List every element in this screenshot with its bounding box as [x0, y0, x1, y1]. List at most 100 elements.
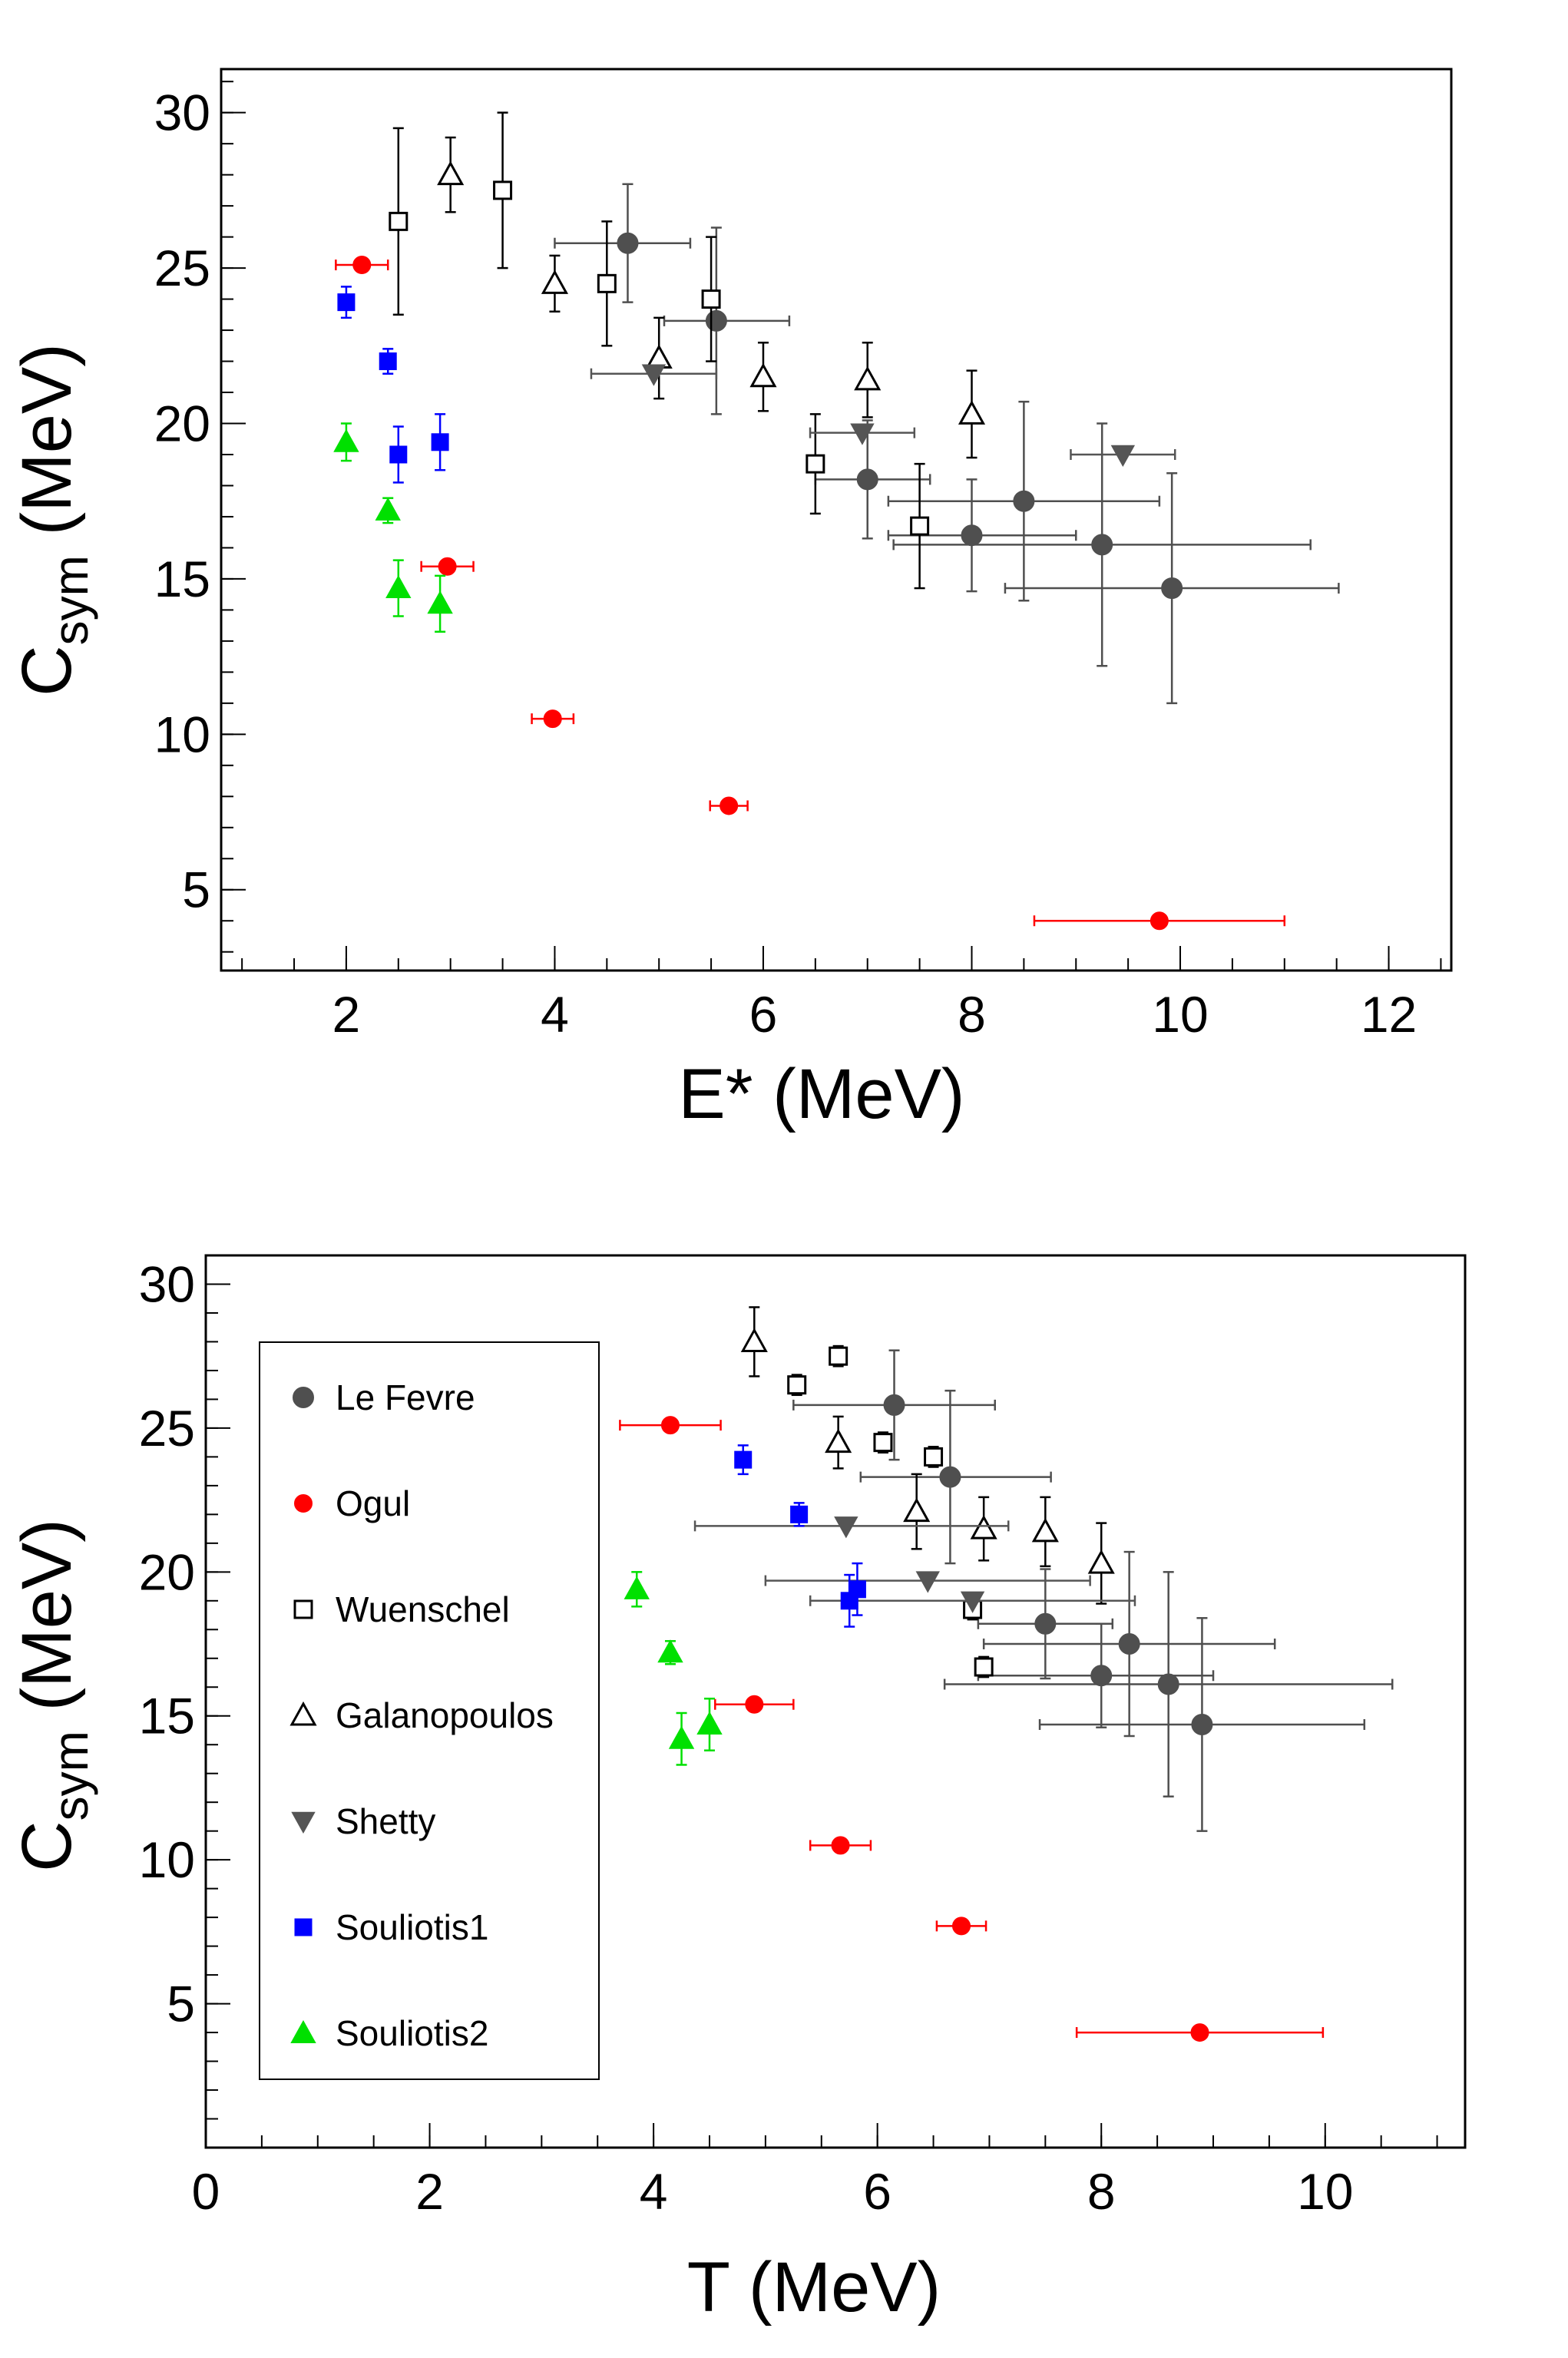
- bottom-plot-frame: [204, 1254, 1467, 2149]
- top-point-le-fevre: [1013, 490, 1035, 512]
- bottom-x-tick-label: 0: [192, 2163, 220, 2220]
- top-point-galanopoulos: [854, 365, 882, 391]
- legend-marker-wuenschel: [293, 1599, 313, 1619]
- legend-marker-souliotis2: [290, 2019, 316, 2043]
- top-series-wuenschel: [389, 111, 930, 590]
- legend-markers: [289, 1387, 317, 2043]
- bottom-point-le-fevre: [1090, 1665, 1113, 1687]
- bottom-y-axis-label: Csym (MeV): [8, 1519, 98, 1872]
- bottom-point-wuenschel: [924, 1447, 944, 1467]
- top-point-le-fevre: [1161, 577, 1183, 600]
- top-x-tick-label: 2: [332, 986, 361, 1043]
- bottom-point-souliotis2: [657, 1639, 683, 1663]
- bottom-point-shetty: [960, 1591, 985, 1613]
- top-point-souliotis1: [389, 445, 408, 464]
- bottom-y-tick-label: 20: [139, 1543, 195, 1600]
- bottom-x-tick-label: 6: [863, 2163, 892, 2220]
- bottom-x-axis-label: T (MeV): [687, 2248, 941, 2327]
- bottom-point-galanopoulos: [970, 1515, 997, 1539]
- bottom-series-shetty: [693, 1516, 1136, 1613]
- bottom-point-galanopoulos: [825, 1428, 852, 1453]
- bottom-point-galanopoulos: [903, 1497, 931, 1523]
- top-point-souliotis2: [385, 575, 412, 599]
- bottom-point-wuenschel: [829, 1346, 849, 1366]
- top-y-label-unit: (MeV): [8, 343, 86, 555]
- bottom-point-souliotis2: [668, 1725, 695, 1749]
- top-point-wuenschel: [597, 273, 617, 293]
- top-point-wuenschel: [389, 211, 409, 231]
- top-y-label-main: C: [8, 645, 86, 696]
- top-x-tick-label: 12: [1361, 986, 1417, 1043]
- top-point-le-fevre: [705, 309, 727, 332]
- top-point-souliotis2: [375, 497, 401, 521]
- bottom-y-label-sub: sym: [43, 1731, 98, 1821]
- top-series-shetty: [590, 364, 1176, 468]
- bottom-point-shetty: [834, 1516, 858, 1539]
- bottom-point-le-fevre: [1034, 1612, 1057, 1635]
- top-axes: 2 4 6 8 10 12 5 10 15 20 25 30: [154, 81, 1442, 1043]
- legend-marker-shetty: [291, 1811, 316, 1834]
- top-series-galanopoulos: [437, 136, 986, 459]
- bottom-point-galanopoulos: [1031, 1517, 1059, 1543]
- top-point-souliotis1: [379, 352, 397, 371]
- top-x-tick-label: 6: [749, 986, 778, 1043]
- bottom-point-ogul: [831, 1836, 850, 1855]
- top-point-le-fevre: [617, 232, 639, 254]
- bottom-point-souliotis2: [624, 1576, 650, 1599]
- top-point-shetty: [1110, 445, 1136, 468]
- bottom-series-souliotis2: [624, 1571, 723, 1766]
- top-point-galanopoulos: [437, 160, 465, 186]
- top-point-wuenschel: [806, 454, 825, 474]
- bottom-point-le-fevre: [1118, 1633, 1140, 1655]
- top-series-souliotis2: [333, 422, 453, 633]
- legend-label-shetty: Shetty: [336, 1801, 435, 1841]
- bottom-y-tick-label: 5: [167, 1976, 195, 2032]
- legend-label-wuenschel: Wuenschel: [336, 1589, 510, 1629]
- legend-label-le-fevre: Le Fevre: [336, 1377, 475, 1417]
- top-plot-frame: [220, 68, 1453, 972]
- legend-marker-souliotis1: [294, 1918, 313, 1936]
- bottom-point-shetty: [915, 1571, 940, 1593]
- bottom-point-wuenschel: [787, 1375, 807, 1395]
- top-panel: 2 4 6 8 10 12 5 10 15 20 25 30 E* (MeV) Csym (MeV): [8, 68, 1453, 1133]
- top-plot-data: [333, 111, 1340, 931]
- legend-marker-le-fevre: [293, 1387, 314, 1408]
- bottom-point-ogul: [1190, 2023, 1209, 2042]
- top-y-label-sub: sym: [43, 555, 98, 645]
- top-point-ogul: [1150, 911, 1169, 931]
- bottom-point-souliotis1: [734, 1450, 753, 1469]
- bottom-y-tick-label: 30: [139, 1255, 195, 1312]
- bottom-point-le-fevre: [939, 1466, 961, 1488]
- bottom-x-tick-label: 8: [1087, 2163, 1116, 2220]
- bottom-series-galanopoulos: [740, 1306, 1115, 1605]
- legend-marker-galanopoulos: [289, 1701, 317, 1726]
- top-series-ogul: [335, 256, 1286, 931]
- bottom-x-tick-label: 10: [1297, 2163, 1353, 2220]
- legend: Le Fevre Ogul Wuenschel Galanopoulos She…: [259, 1341, 600, 2080]
- top-point-wuenschel: [701, 289, 721, 309]
- bottom-y-label-main: C: [8, 1821, 86, 1871]
- top-point-le-fevre: [961, 524, 983, 547]
- bottom-point-wuenschel: [873, 1433, 893, 1453]
- bottom-point-ogul: [952, 1916, 971, 1936]
- top-point-le-fevre: [856, 468, 878, 491]
- top-point-souliotis2: [333, 428, 359, 452]
- top-point-wuenschel: [493, 180, 513, 200]
- bottom-point-ogul: [745, 1695, 764, 1714]
- top-y-tick-label: 20: [154, 395, 210, 452]
- legend-label-souliotis2: Souliotis2: [336, 2013, 488, 2053]
- bottom-point-souliotis1: [790, 1505, 809, 1523]
- top-point-ogul: [719, 796, 739, 815]
- bottom-x-tick-label: 4: [640, 2163, 668, 2220]
- bottom-y-tick-label: 25: [139, 1400, 195, 1457]
- bottom-point-galanopoulos: [740, 1328, 768, 1352]
- top-point-le-fevre: [1091, 534, 1113, 556]
- top-series-le-fevre: [554, 183, 1340, 705]
- top-point-souliotis1: [431, 433, 449, 451]
- bottom-point-le-fevre: [1157, 1673, 1179, 1695]
- bottom-point-le-fevre: [1191, 1713, 1213, 1735]
- top-point-galanopoulos: [749, 362, 777, 388]
- top-point-shetty: [850, 423, 875, 445]
- bottom-y-tick-label: 15: [139, 1688, 195, 1745]
